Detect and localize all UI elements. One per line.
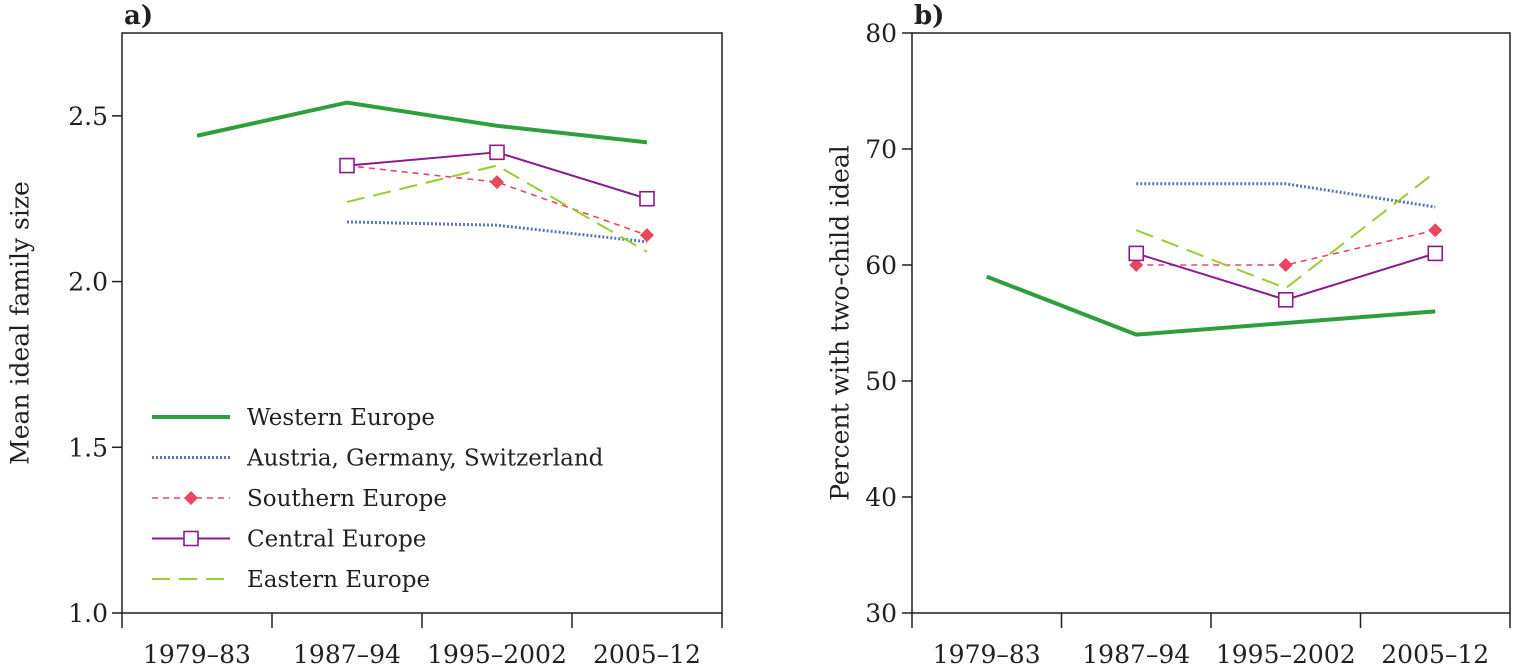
- panel-b-y-tick-label: 80: [865, 19, 897, 48]
- panel-b-series-austria-germany-switzerland-line: [1136, 182, 1436, 209]
- panel-b-plot-frame: [911, 32, 1511, 614]
- panel-b-series-central-europe-point: [1277, 291, 1294, 308]
- panel-a-legend: Western Europe Austria, Germany, Switzerl…: [152, 405, 604, 593]
- panel-b-series-eastern-europe-line: [1135, 171, 1436, 290]
- panel-a-x-tick-label: 1987–94: [293, 640, 401, 666]
- panel-b-y-tick-label: 60: [865, 251, 897, 280]
- panel-b-y-tick-label: 70: [865, 135, 897, 164]
- legend-label-austria-germany-switzerland: Austria, Germany, Switzerland: [246, 446, 604, 472]
- panel-a-x-tick-label: 1995–2002: [427, 640, 567, 666]
- panel-b-series-southern-europe-point: [1428, 223, 1443, 238]
- panel-a-series-central-europe-point: [489, 144, 505, 161]
- panel-b-series-central-europe-point: [1128, 245, 1145, 262]
- legend-label-southern-europe: Southern Europe: [247, 486, 447, 512]
- panel-a-y-tick-label: 2.5: [68, 102, 108, 131]
- panel-a-series-central-europe-point: [339, 157, 355, 174]
- panel-a-series-southern-europe-line: [346, 164, 648, 236]
- panel-b-series-southern-europe-point: [1129, 258, 1144, 272]
- panel-b-x-tick-label: 1987–94: [1082, 640, 1190, 666]
- panel-b-x-tick-label: 1979–83: [933, 640, 1041, 666]
- panel-b-series-southern-europe-point: [1278, 258, 1293, 272]
- legend-label-western-europe: Western Europe: [247, 405, 435, 431]
- panel-a-y-tick-label: 1.0: [68, 599, 108, 628]
- panel-b-percent-two-child-ideal: b) 30 40 50 60 70 80 1979–83 1987–94 1995–2002 200…: [826, 1, 1511, 666]
- panel-a-series-central-europe-point: [639, 190, 655, 207]
- panel-b-series-central-europe-point: [1427, 245, 1444, 262]
- panel-a-y-tick-label: 2.0: [68, 268, 108, 297]
- panel-b-y-tick-label: 50: [865, 367, 897, 396]
- panel-b-series-western-europe-line: [986, 274, 1436, 337]
- panel-a-y-tick-label: 1.5: [68, 433, 108, 462]
- panel-b-x-tick-label: 1995–2002: [1216, 640, 1356, 666]
- panel-a-x-tick-label: 2005–12: [593, 640, 701, 666]
- panel-b-y-axis-title: Percent with two-child ideal: [826, 145, 855, 501]
- panel-b-y-tick-label: 30: [865, 599, 897, 628]
- panel-b-x-tick-label: 2005–12: [1381, 640, 1489, 666]
- legend-label-eastern-europe: Eastern Europe: [247, 567, 430, 593]
- legend-marker-central-europe: [183, 530, 199, 547]
- panel-b-series-southern-europe-line: [1136, 229, 1436, 266]
- panel-a-mean-ideal-family-size: a) 1.0 1.5 2.0 2.5 1979–83 1987–94 1995–2002 200…: [6, 1, 723, 666]
- panel-a-series-southern-europe-point: [640, 228, 654, 243]
- panel-b-label: b): [914, 1, 944, 31]
- panel-a-y-axis-title: Mean ideal family size: [6, 181, 35, 465]
- legend-label-central-europe: Central Europe: [247, 527, 426, 553]
- legend-marker-southern-europe: [184, 491, 198, 505]
- panel-a-series-western-europe-line: [196, 100, 648, 145]
- panel-b-y-tick-label: 40: [865, 483, 897, 512]
- panel-a-label: a): [124, 1, 153, 31]
- panel-a-series-southern-europe-point: [490, 175, 504, 190]
- panel-a-x-tick-label: 1979–83: [143, 640, 251, 666]
